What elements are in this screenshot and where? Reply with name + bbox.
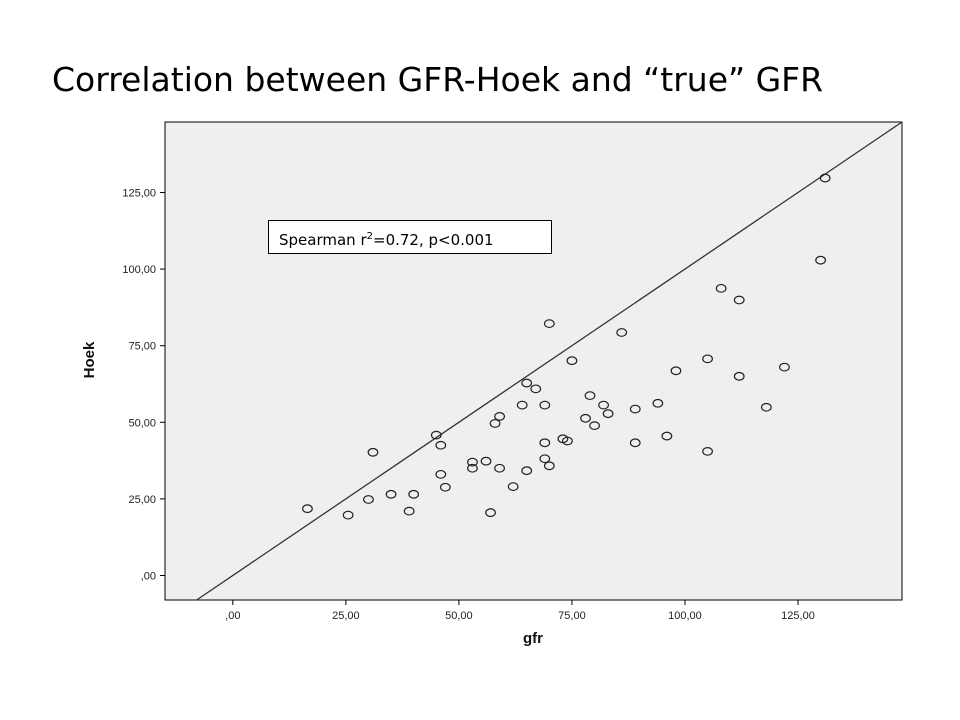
data-point — [539, 400, 551, 410]
data-point — [760, 402, 772, 412]
data-point — [363, 495, 374, 504]
data-point — [403, 506, 415, 516]
data-point — [485, 508, 496, 518]
data-points — [302, 173, 831, 520]
data-point — [652, 398, 664, 408]
y-tick-label: 100,00 — [122, 264, 156, 276]
y-tick-label: 50,00 — [128, 417, 156, 429]
annotation-suffix: =0.72, p<0.001 — [373, 231, 494, 249]
x-axis-label: gfr — [523, 630, 543, 647]
data-point — [543, 461, 555, 471]
data-point — [435, 440, 447, 450]
data-point — [661, 431, 673, 441]
y-tick-label: ,00 — [141, 570, 156, 582]
data-point — [467, 457, 478, 467]
x-tick-label: 100,00 — [668, 610, 702, 622]
x-tick-label: 75,00 — [558, 610, 586, 622]
data-point — [367, 447, 379, 457]
data-point — [489, 419, 501, 428]
data-point — [507, 482, 519, 492]
data-point — [629, 404, 641, 414]
data-point — [302, 504, 313, 514]
data-point — [342, 510, 354, 520]
data-point — [733, 371, 745, 381]
x-tick-label: 25,00 — [332, 610, 360, 622]
data-point — [385, 489, 397, 499]
data-point — [702, 446, 713, 456]
y-axis-ticks: ,00 25,00 50,00 75,00 100,00 125,00 — [122, 187, 165, 582]
data-point — [543, 319, 555, 329]
data-point — [521, 378, 533, 388]
y-axis-label: Hoek — [81, 341, 98, 378]
identity-line — [196, 121, 903, 601]
data-point — [589, 421, 600, 431]
data-point — [467, 463, 478, 473]
data-point — [584, 391, 596, 401]
data-point — [598, 400, 609, 410]
data-point — [521, 466, 533, 476]
data-point — [819, 173, 831, 183]
data-point — [439, 482, 451, 492]
data-point — [815, 255, 827, 265]
data-point — [629, 438, 641, 448]
x-axis-ticks: ,00 25,00 50,00 75,00 100,00 125,00 — [225, 600, 815, 622]
data-point — [670, 366, 682, 376]
spearman-annotation: Spearman r2=0.72, p<0.001 — [268, 220, 552, 254]
data-point — [616, 328, 628, 337]
y-tick-label: 125,00 — [122, 187, 156, 199]
slide-title: Correlation between GFR-Hoek and “true” … — [52, 60, 824, 99]
data-point — [733, 295, 745, 305]
data-point — [430, 430, 442, 440]
data-point — [702, 354, 713, 364]
x-tick-label: 125,00 — [781, 610, 815, 622]
data-point — [580, 413, 591, 423]
data-point — [566, 356, 578, 366]
data-point — [602, 409, 614, 419]
annotation-superscript: 2 — [366, 231, 373, 242]
data-point — [494, 412, 505, 421]
data-point — [715, 283, 727, 293]
data-point — [539, 454, 551, 464]
x-tick-label: 50,00 — [445, 610, 473, 622]
annotation-prefix: Spearman r — [279, 231, 367, 249]
data-point — [435, 469, 447, 479]
y-tick-label: 75,00 — [128, 341, 156, 353]
data-point — [480, 456, 492, 466]
data-point — [539, 438, 551, 448]
data-point — [494, 463, 505, 473]
plot-area — [164, 121, 903, 601]
data-point — [779, 362, 790, 372]
data-point — [530, 384, 542, 394]
data-point — [408, 489, 420, 499]
data-point — [562, 436, 573, 446]
identity-line-segment — [196, 121, 903, 601]
x-tick-label: ,00 — [225, 610, 240, 622]
data-point — [516, 400, 528, 410]
y-tick-label: 25,00 — [128, 494, 156, 506]
